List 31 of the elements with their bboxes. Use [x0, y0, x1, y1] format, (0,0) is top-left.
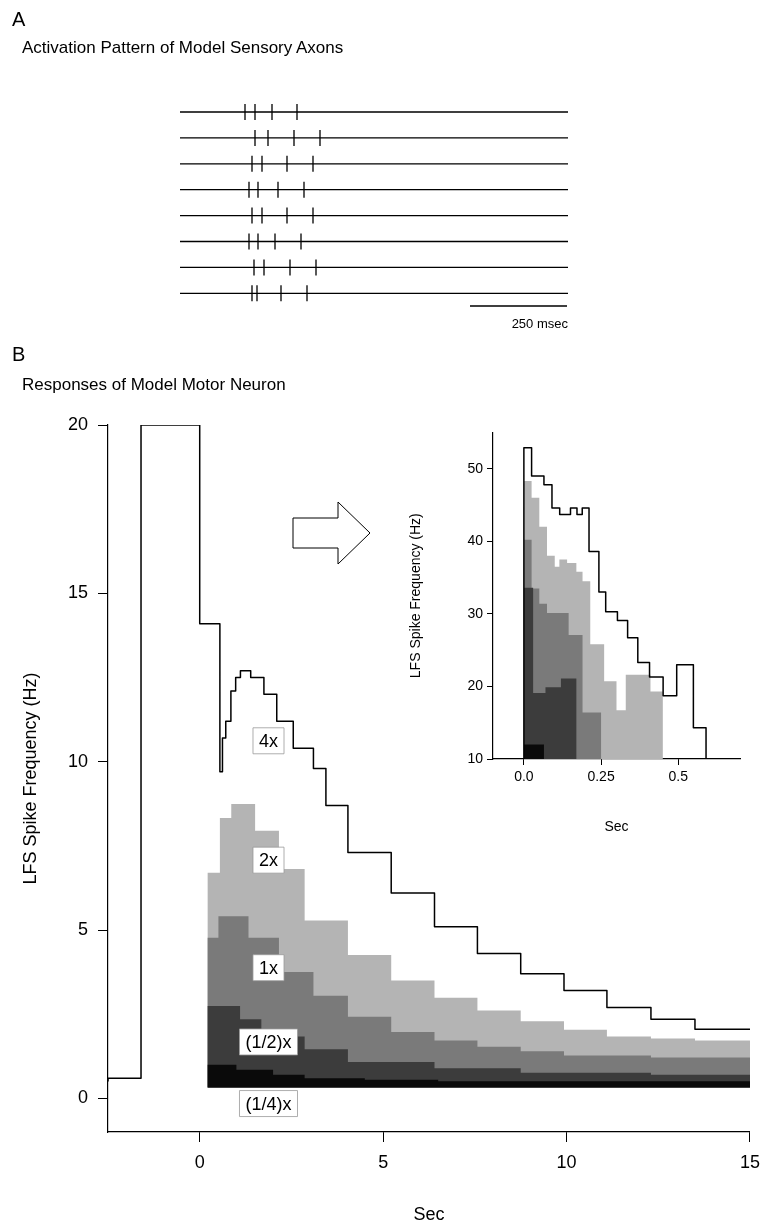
x-tick-label: 0: [194, 1151, 205, 1172]
y-tick-label: 30: [467, 604, 484, 621]
series-label: 2x: [258, 850, 279, 871]
x-axis-title: Sec: [413, 1204, 445, 1225]
y-tick-label: 10: [67, 750, 88, 771]
y-tick-label: 20: [467, 677, 484, 694]
text: 250 msec: [511, 316, 568, 331]
chart-title: Responses of Model Motor Neuron: [22, 375, 286, 395]
x-tick-label: 0.5: [668, 768, 689, 785]
x-tick-label: 5: [378, 1151, 389, 1172]
y-tick-label: 20: [67, 413, 88, 434]
series-label: (1/2)x: [245, 1031, 292, 1052]
series-label: 1x: [258, 957, 279, 978]
y-axis-title: LFS Spike Frequency (Hz): [407, 513, 424, 679]
x-tick-label: 15: [739, 1151, 760, 1172]
y-axis-title: LFS Spike Frequency (Hz): [19, 672, 40, 885]
y-tick-label: 10: [467, 749, 484, 766]
text: Activation Pattern of Model Sensory Axons: [22, 38, 344, 58]
text: B: [12, 343, 26, 366]
x-tick-label: 0.0: [514, 768, 534, 785]
x-tick-label: 0.25: [587, 768, 615, 785]
y-tick-label: 40: [467, 532, 484, 549]
series-label: 4x: [258, 730, 279, 751]
y-tick-label: 50: [467, 459, 484, 476]
y-tick-label: 5: [77, 918, 88, 939]
y-tick-label: 15: [67, 582, 88, 603]
text: A: [12, 8, 26, 31]
x-axis-title: Sec: [604, 818, 629, 835]
y-tick-label: 0: [77, 1087, 88, 1108]
series-label: (1/4)x: [245, 1093, 292, 1114]
x-tick-label: 10: [556, 1151, 577, 1172]
